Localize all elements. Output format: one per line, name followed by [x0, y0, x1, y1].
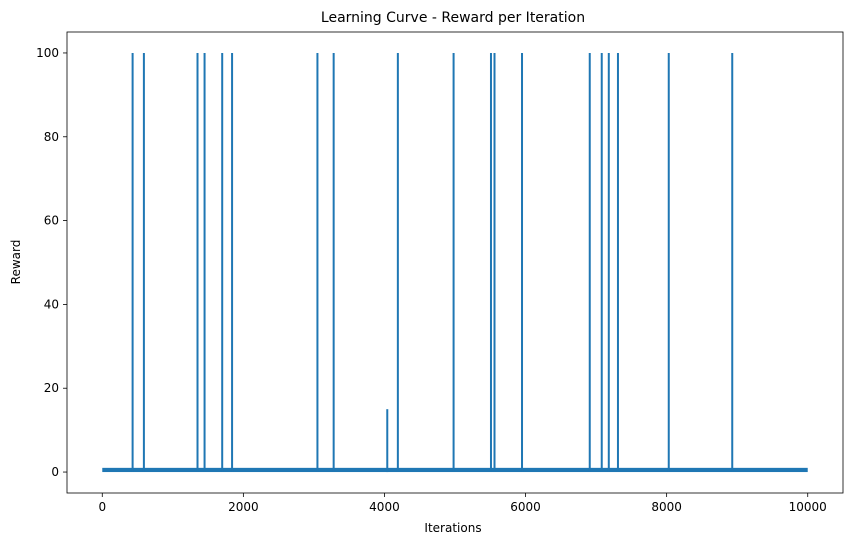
plot-area — [102, 52, 808, 473]
y-tick-label: 60 — [44, 214, 59, 228]
axes-frame — [66, 31, 844, 494]
x-axis-label: Iterations — [424, 521, 481, 535]
x-tick-label: 10000 — [789, 500, 827, 514]
x-tick-label: 0 — [98, 500, 106, 514]
y-tick-label: 100 — [36, 46, 59, 60]
chart-title: Learning Curve - Reward per Iteration — [321, 10, 585, 26]
x-axis: 0 2000 4000 6000 8000 10000 — [98, 493, 827, 514]
y-tick-label: 80 — [44, 130, 59, 144]
y-tick-label: 0 — [51, 465, 59, 479]
x-tick-label: 8000 — [651, 500, 682, 514]
reward-baseline-band — [102, 467, 808, 473]
x-tick-label: 6000 — [510, 500, 541, 514]
x-tick-label: 2000 — [228, 500, 259, 514]
y-tick-label: 20 — [44, 381, 59, 395]
x-tick-label: 4000 — [369, 500, 400, 514]
y-axis: 0 20 40 60 80 100 — [36, 46, 67, 479]
y-axis-label: Reward — [9, 240, 23, 285]
y-tick-label: 40 — [44, 297, 59, 311]
